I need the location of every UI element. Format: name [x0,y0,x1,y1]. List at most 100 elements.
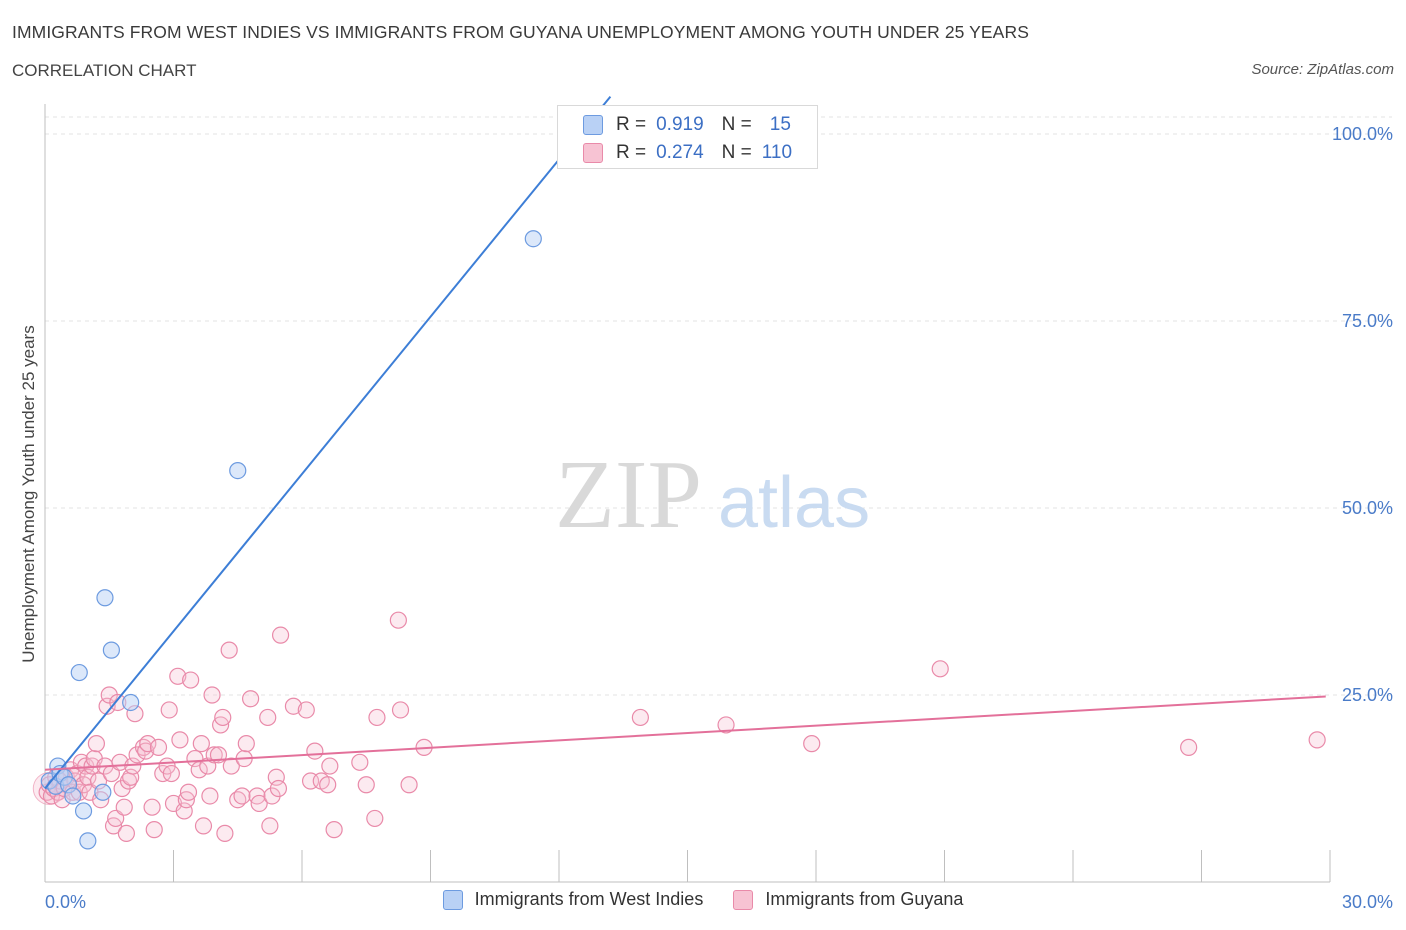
y-axis-label: Unemployment Among Youth under 25 years [19,325,38,662]
point-guyana-69 [214,708,232,727]
legend-item-guyana[interactable]: Immigrants from Guyana [733,889,963,910]
legend-label-guyana: Immigrants from Guyana [765,889,964,909]
point-guyana-91 [319,776,337,794]
chart-subtitle: CORRELATION CHART [12,61,197,80]
axes [44,104,1331,883]
legend-label-west-indies: Immigrants from West Indies [474,889,704,909]
point-guyana-57 [179,783,198,801]
legend: Immigrants from West Indies Immigrants f… [0,889,1406,910]
point-guyana-58 [182,671,200,689]
point-guyana-104 [803,735,821,753]
point-guyana-98 [389,611,407,629]
point-guyana-80 [259,708,277,727]
legend-swatch-pink [733,889,754,910]
point-guyana-72 [222,757,240,775]
point-guyana-70 [216,824,234,842]
watermark-atlas: atlas [718,463,870,543]
x-tick-label-max: 30.0% [1342,892,1393,912]
point-guyana-85 [271,626,290,644]
point-west-indies-15 [524,230,542,248]
point-guyana-84 [269,779,288,798]
point-guyana-71 [220,641,238,659]
point-guyana-50 [160,701,178,719]
point-guyana-99 [391,701,410,719]
point-west-indies-11 [96,589,114,607]
point-guyana-35 [115,798,133,816]
point-guyana-92 [321,757,339,775]
point-west-indies-6 [64,787,82,805]
point-guyana-107 [1308,731,1326,749]
point-guyana-105 [931,660,949,678]
point-guyana-95 [357,776,375,794]
point-guyana-77 [242,690,260,708]
point-west-indies-8 [74,802,93,820]
point-guyana-47 [149,738,168,756]
watermark-zip: ZIP [555,441,702,549]
point-guyana-87 [297,701,315,719]
point-guyana-45 [143,798,161,816]
x-tick-labels: 0.0% 30.0% [45,892,1393,912]
point-west-indies-9 [79,832,97,850]
legend-swatch-blue [442,889,463,910]
point-guyana-44 [139,735,157,753]
point-guyana-64 [201,787,219,805]
trendline-guyana [44,695,1326,771]
point-guyana-23 [87,735,106,753]
source-credit: Source: ZipAtlas.com [1251,61,1394,78]
point-guyana-96 [366,809,384,828]
n-value-west-indies: 15 [769,114,791,135]
watermark: ZIP atlas [555,441,870,549]
point-guyana-51 [162,764,180,783]
point-guyana-100 [400,776,418,794]
n-label: N = [721,142,752,163]
point-west-indies-13 [122,693,140,712]
x-tick-label-min: 0.0% [45,892,86,912]
r-label: R = [616,114,647,135]
stats-box: R = 0.919 N = 15 R = 0.274 N = 110 [557,105,818,169]
west-indies-points [40,230,542,850]
point-west-indies-12 [102,641,120,659]
stats-swatch-blue [583,115,603,135]
r-value-guyana: 0.274 [656,142,704,163]
stats-row-west-indies: R = 0.919 N = 15 [583,111,791,139]
point-guyana-79 [250,794,268,813]
point-guyana-66 [205,746,223,764]
point-guyana-59 [186,749,204,768]
point-guyana-36 [117,824,135,842]
y-tick-labels: 100.0% 75.0% 50.0% 25.0% [1332,124,1393,705]
point-guyana-46 [145,821,163,839]
point-guyana-53 [169,667,187,685]
point-guyana-97 [368,708,386,727]
point-guyana-61 [192,735,210,753]
point-west-indies-14 [229,462,247,480]
point-west-indies-7 [70,663,88,682]
r-value-west-indies: 0.919 [656,114,704,135]
point-guyana-103 [717,716,735,734]
point-guyana-89 [306,742,324,760]
point-guyana-74 [233,787,251,805]
point-guyana-76 [237,735,255,753]
stats-swatch-pink [583,143,603,163]
n-label: N = [721,114,752,135]
n-value-guyana: 110 [761,142,793,163]
point-guyana-19 [79,768,97,786]
trendlines [44,95,1326,790]
y-tick-label-2: 50.0% [1342,498,1393,518]
legend-item-west-indies[interactable]: Immigrants from West Indies [442,889,704,910]
point-guyana-65 [203,686,221,704]
y-tick-label-1: 75.0% [1342,311,1393,331]
point-guyana-86 [284,697,303,715]
point-guyana-94 [351,753,369,771]
point-guyana-106 [1180,738,1198,756]
guyana-points [32,611,1326,842]
point-guyana-81 [261,817,279,835]
y-tick-label-0: 100.0% [1332,124,1393,144]
r-label: R = [616,142,647,163]
chart-title: IMMIGRANTS FROM WEST INDIES VS IMMIGRANT… [12,22,1029,42]
point-guyana-54 [171,731,189,749]
point-guyana-93 [325,821,343,839]
gridlines [45,116,1392,696]
y-tick-label-3: 25.0% [1342,685,1393,705]
point-west-indies-10 [94,783,112,801]
